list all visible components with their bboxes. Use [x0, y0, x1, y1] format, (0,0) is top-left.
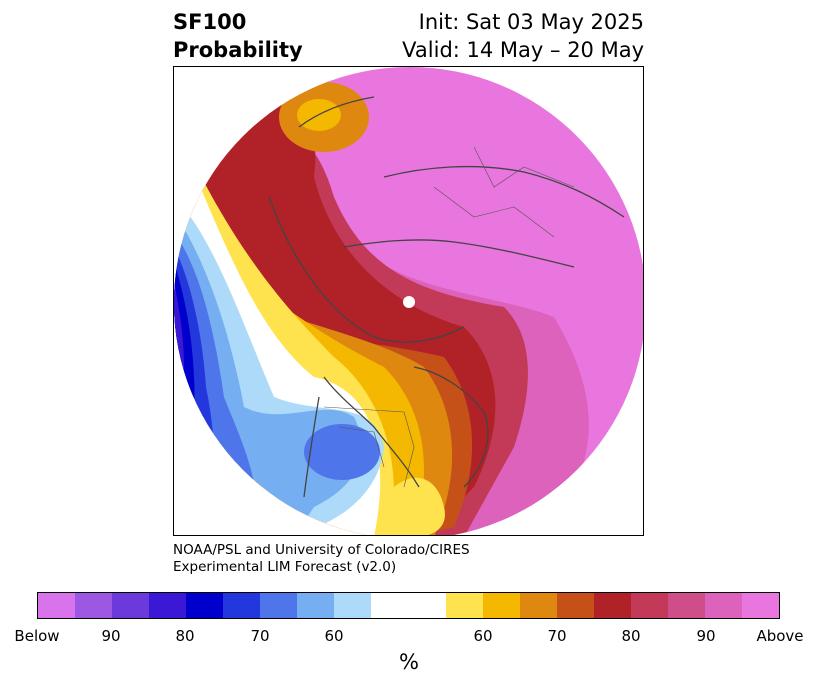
colorbar-segment [223, 593, 261, 618]
colorbar-segment [112, 593, 150, 618]
colorbar-tick-label: 70 [547, 627, 567, 645]
north-pole-marker [403, 296, 415, 308]
colorbar-tick-label: 80 [175, 627, 195, 645]
colorbar-segment [334, 593, 372, 618]
colorbar-segment [297, 593, 335, 618]
colorbar-segment [519, 593, 557, 618]
colorbar-segment [149, 593, 187, 618]
field-above-east-us [382, 477, 445, 535]
colorbar-segment [556, 593, 594, 618]
colorbar-segment [630, 593, 668, 618]
colorbar-tick-label: 80 [621, 627, 641, 645]
colorbar-tick-label: Above [756, 627, 804, 645]
coastlines [268, 96, 625, 498]
colorbar-segment [482, 593, 520, 618]
colorbar-unit: % [399, 650, 419, 674]
credit-line-1: NOAA/PSL and University of Colorado/CIRE… [173, 542, 470, 558]
colorbar-tick-label: 70 [250, 627, 270, 645]
probability-map [174, 67, 643, 535]
colorbar-segment [75, 593, 113, 618]
colorbar-segment [260, 593, 298, 618]
colorbar-tick-label: 90 [101, 627, 121, 645]
title-right: Init: Sat 03 May 2025 Valid: 14 May – 20… [402, 8, 644, 64]
colorbar-segment [741, 593, 779, 618]
title-quantity: Probability [173, 38, 303, 62]
colorbar-segment [38, 593, 76, 618]
colorbar-segment [667, 593, 705, 618]
colorbar-segment [445, 593, 483, 618]
colorbar-segment [371, 593, 446, 618]
colorbar-tick-label: 60 [473, 627, 493, 645]
colorbar-tick-label: 60 [324, 627, 344, 645]
field-below-60-west-us [304, 424, 380, 480]
credit-line-2: Experimental LIM Forecast (v2.0) [173, 559, 397, 575]
colorbar-tick-label: Below [14, 627, 60, 645]
title-variable: SF100 [173, 10, 247, 34]
colorbar-segment [593, 593, 631, 618]
colorbar [37, 592, 780, 619]
colorbar-segment [186, 593, 224, 618]
init-date: Init: Sat 03 May 2025 [418, 10, 644, 34]
colorbar-segment [704, 593, 742, 618]
title-left: SF100 Probability [173, 8, 303, 64]
valid-period: Valid: 14 May – 20 May [402, 38, 644, 62]
credit: NOAA/PSL and University of Colorado/CIRE… [173, 542, 470, 576]
political-borders [323, 146, 575, 488]
map-panel [173, 66, 644, 536]
colorbar-tick-label: 90 [696, 627, 716, 645]
